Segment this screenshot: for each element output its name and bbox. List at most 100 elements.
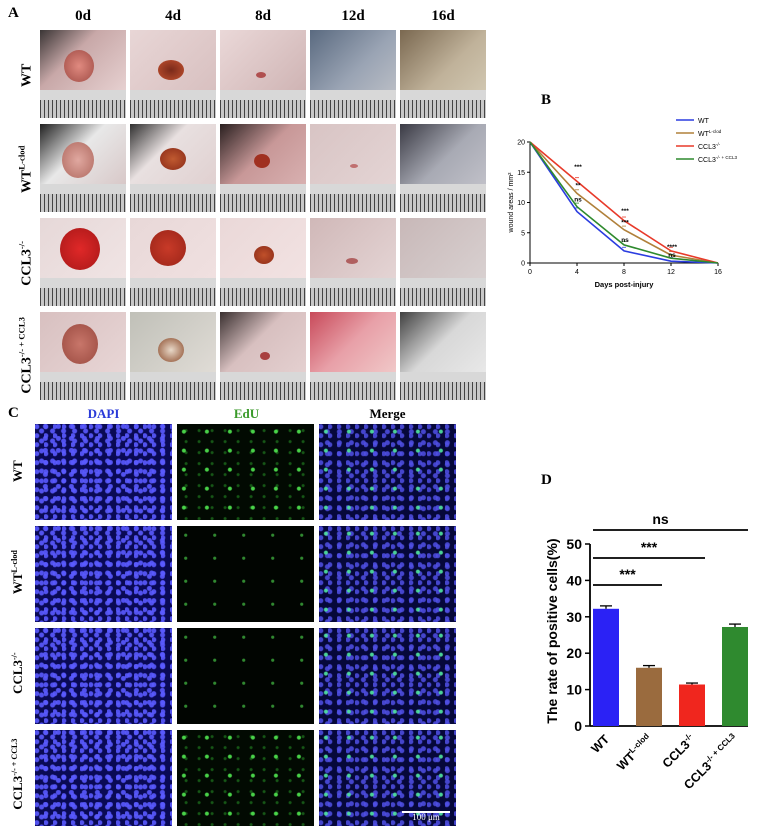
wound-photo xyxy=(220,124,306,212)
legend-label: WT xyxy=(698,118,710,125)
wound-photo xyxy=(310,218,396,306)
y-tick-label: 10 xyxy=(566,682,582,698)
day-header-16: 16d xyxy=(431,8,455,24)
series-line xyxy=(529,141,719,264)
significance-label: *** xyxy=(621,219,629,226)
row-label-ccl3-ko: CCL3-/- xyxy=(9,652,26,694)
category-label: WT xyxy=(588,732,612,756)
significance-label: *** xyxy=(574,164,582,171)
y-tick-label: 0 xyxy=(574,718,582,734)
x-tick-label: 4 xyxy=(575,269,579,276)
channel-header-merge: Merge xyxy=(369,406,406,421)
wound-photo xyxy=(220,312,306,400)
day-header-8: 8d xyxy=(255,8,271,24)
row-label-wt: WT xyxy=(19,63,35,87)
wound-photo xyxy=(130,30,216,118)
wound-photo xyxy=(40,124,126,212)
panel-label-d: D xyxy=(541,472,552,488)
dapi-image xyxy=(35,424,172,520)
scale-bar-label: 100 μm xyxy=(412,812,440,822)
panel-b-wound-area-chart: 0 5 10 15 20 0 4 8 12 16 Days post-injury wound are… xyxy=(508,118,737,289)
merge-image xyxy=(319,424,456,520)
y-tick-label: 20 xyxy=(517,140,525,147)
wound-photo xyxy=(220,30,306,118)
bar xyxy=(593,608,619,726)
y-tick-label: 20 xyxy=(566,645,582,661)
edu-image xyxy=(177,628,314,724)
dapi-image xyxy=(35,730,172,826)
wound-photo xyxy=(310,312,396,400)
wound-photo xyxy=(400,30,486,118)
significance-label: **** xyxy=(667,244,678,251)
merge-image xyxy=(319,730,456,826)
y-tick-label: 5 xyxy=(521,230,525,237)
row-label-wt: WT xyxy=(10,460,26,483)
dapi-image xyxy=(35,628,172,724)
series-line xyxy=(529,141,719,264)
wound-photo xyxy=(40,312,126,400)
y-tick-label: 40 xyxy=(566,572,582,588)
significance-label: ns xyxy=(621,237,629,244)
bar xyxy=(679,684,705,726)
wound-photo xyxy=(400,312,486,400)
y-axis-label: wound areas / mm² xyxy=(508,172,515,234)
dapi-image xyxy=(35,526,172,622)
wound-photo xyxy=(130,312,216,400)
day-header-4: 4d xyxy=(165,8,181,24)
significance-label: *** xyxy=(641,539,658,555)
wound-photo xyxy=(130,124,216,212)
day-header-12: 12d xyxy=(341,8,365,24)
series-line xyxy=(529,141,719,264)
channel-header-edu: EdU xyxy=(233,406,260,421)
wound-photo xyxy=(310,124,396,212)
significance-label: ns xyxy=(574,196,582,203)
row-label-wt-lclod: WTL-clod xyxy=(16,145,35,194)
significance-label: ns xyxy=(668,252,676,259)
row-label-ccl3-ko-plus-ccl3: CCL3-/- + CCL3 xyxy=(16,317,35,394)
row-label-ccl3-ko: CCL3-/- xyxy=(16,240,35,286)
x-tick-label: 0 xyxy=(528,269,532,276)
edu-image xyxy=(177,526,314,622)
channel-header-dapi: DAPI xyxy=(87,406,120,421)
y-axis-label: The rate of positive cells(%) xyxy=(544,538,560,723)
legend-label: WTL-clod xyxy=(698,129,722,138)
x-axis-label: Days post-injury xyxy=(595,280,655,289)
row-label-ccl3-ko-plus-ccl3: CCL3-/- + CCL3 xyxy=(9,738,26,810)
y-tick-label: 10 xyxy=(517,200,525,207)
merge-image xyxy=(319,526,456,622)
significance-label: *** xyxy=(619,566,636,582)
legend-label: CCL3-/- xyxy=(698,142,721,151)
series-line xyxy=(529,141,719,264)
y-tick-label: 30 xyxy=(566,609,582,625)
edu-image xyxy=(177,424,314,520)
panel-label-c: C xyxy=(8,405,19,421)
panel-label-a: A xyxy=(8,5,19,21)
panel-label-b: B xyxy=(541,92,552,108)
wound-photo xyxy=(310,30,396,118)
significance-label: ** xyxy=(575,182,581,189)
category-label: CCL3-/- xyxy=(659,731,698,770)
bar xyxy=(636,667,662,726)
y-tick-label: 0 xyxy=(521,261,525,268)
category-label: WTL-clod xyxy=(614,731,656,773)
wound-photo xyxy=(400,124,486,212)
wound-photo xyxy=(40,30,126,118)
panel-d-positive-cells-chart: 0 10 20 30 40 50 The rate of positive cells(%)… xyxy=(544,511,748,792)
merge-image xyxy=(319,628,456,724)
row-label-wt-lclod: WTL-clod xyxy=(9,550,26,595)
wound-photo xyxy=(400,218,486,306)
edu-image xyxy=(177,730,314,826)
wound-photo xyxy=(40,218,126,306)
significance-label: *** xyxy=(621,208,629,215)
y-tick-label: 15 xyxy=(517,170,525,177)
x-tick-label: 8 xyxy=(622,269,626,276)
wound-photo xyxy=(130,218,216,306)
y-tick-label: 50 xyxy=(566,536,582,552)
scale-bar xyxy=(402,811,450,813)
legend-label: CCL3-/- + CCL3 xyxy=(698,155,737,164)
x-tick-label: 12 xyxy=(667,269,675,276)
x-tick-label: 16 xyxy=(714,269,722,276)
bar xyxy=(722,626,748,726)
wound-photo xyxy=(220,218,306,306)
significance-label: ns xyxy=(652,511,669,527)
